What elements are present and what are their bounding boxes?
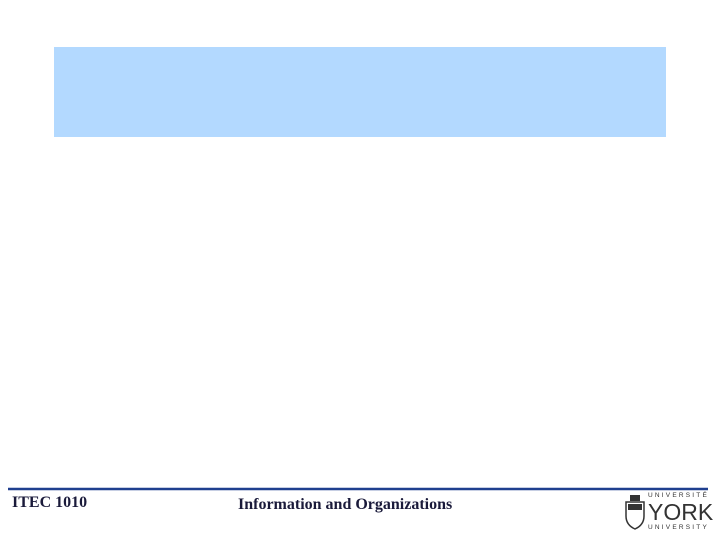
logo-bottom-text: UNIVERSITY	[648, 524, 709, 531]
title-box	[54, 47, 666, 137]
footer-title: Information and Organizations	[238, 496, 452, 513]
york-logo: UNIVERSITÉ YORK UNIVERSITY	[625, 490, 714, 531]
logo-shield-band	[628, 504, 642, 510]
logo-crown	[630, 495, 640, 501]
logo-top-text: UNIVERSITÉ	[648, 490, 709, 499]
logo-name: YORK	[648, 499, 714, 525]
course-code: ITEC 1010	[12, 494, 87, 511]
